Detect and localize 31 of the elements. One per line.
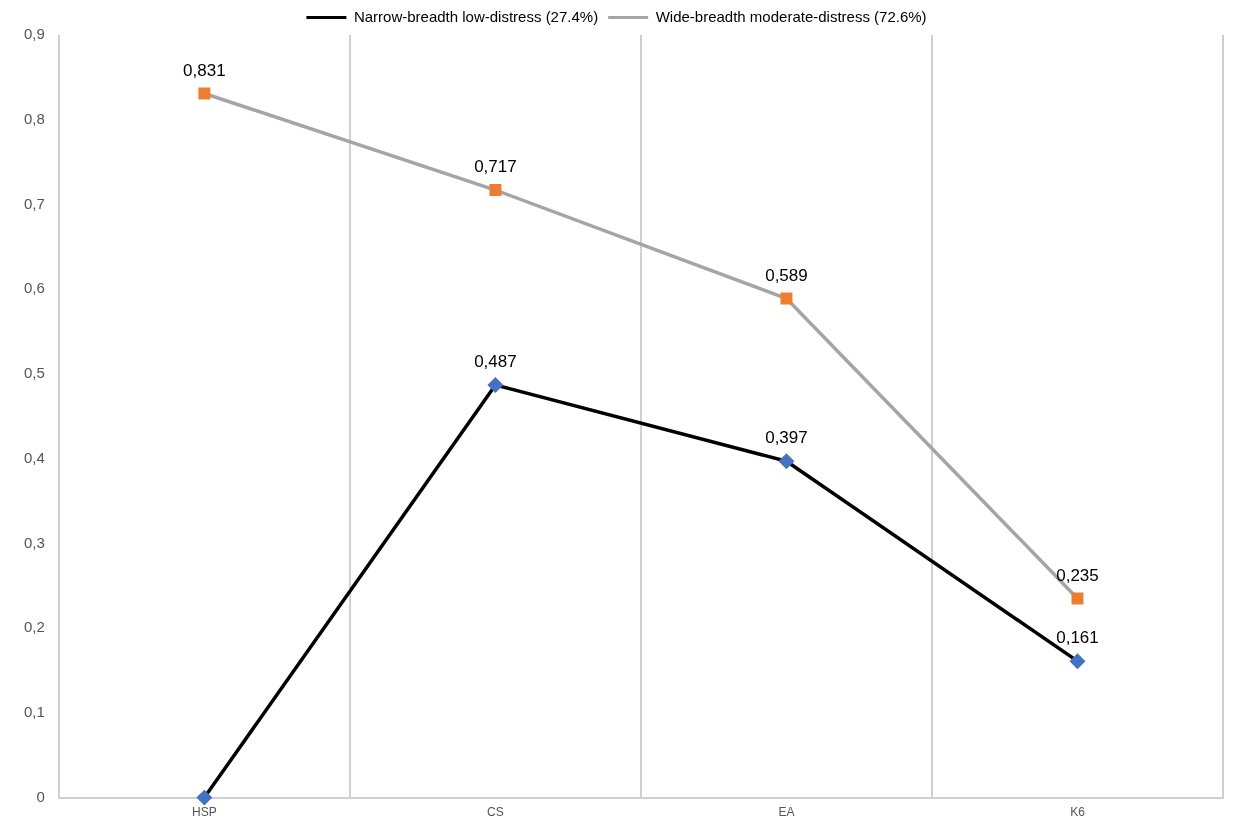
data-label: 0,589 — [765, 265, 808, 285]
data-label: 0,487 — [474, 352, 517, 372]
y-tick-label: 0 — [36, 787, 45, 805]
point — [1071, 592, 1084, 605]
legend-label: Narrow-breadth low-distress (27.4%) — [353, 7, 599, 25]
data-label: 0,161 — [1056, 628, 1099, 648]
point — [779, 453, 794, 469]
legend-label: Wide-breadth moderate-distress (72.6%) — [655, 7, 927, 25]
point — [488, 377, 503, 393]
y-tick-label: 0,6 — [23, 279, 45, 297]
y-tick-label: 0,7 — [23, 194, 45, 212]
data-label: 0,831 — [183, 60, 226, 80]
point — [489, 184, 502, 197]
x-tick-label: EA — [778, 805, 795, 820]
x-tick-label: HSP — [192, 805, 217, 820]
data-label: 0,717 — [474, 157, 517, 177]
y-tick-label: 0,9 — [23, 25, 45, 43]
x-tick-label: K6 — [1070, 805, 1086, 820]
y-tick-label: 0,2 — [23, 618, 45, 636]
y-tick-label: 0,1 — [23, 703, 45, 721]
x-tick-label: CS — [487, 805, 504, 820]
data-label: 0,235 — [1056, 565, 1099, 585]
y-tick-label: 0,3 — [23, 533, 45, 551]
y-tick-label: 0,5 — [23, 364, 45, 382]
y-tick-label: 0,4 — [23, 448, 45, 466]
point — [780, 292, 793, 305]
y-tick-label: 0,8 — [23, 109, 45, 127]
point — [198, 87, 211, 100]
point — [197, 790, 212, 805]
point — [1070, 653, 1085, 669]
data-label: 0,397 — [765, 428, 808, 448]
